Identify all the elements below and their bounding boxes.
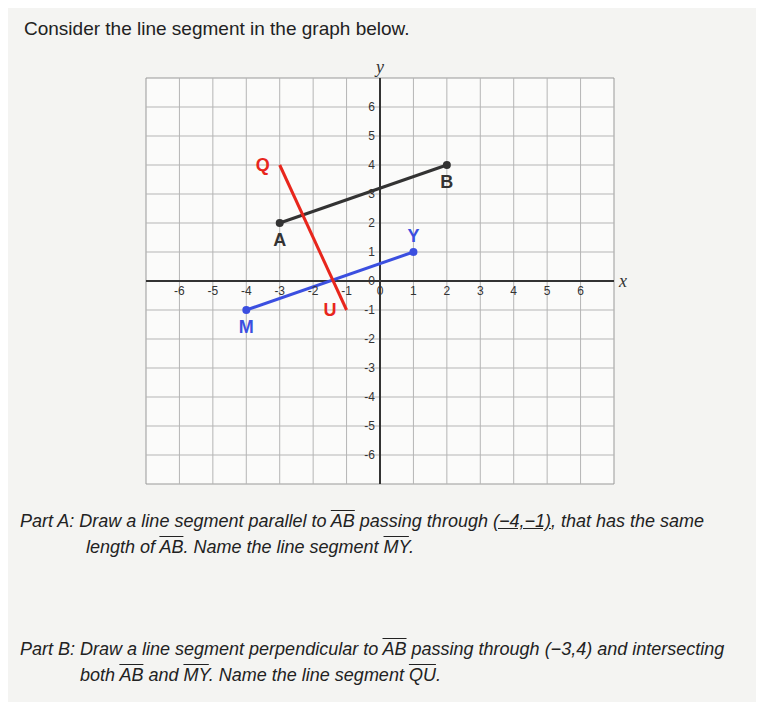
svg-text:-6: -6 [174, 284, 185, 298]
svg-text:M: M [239, 317, 254, 337]
svg-text:4: 4 [368, 158, 375, 172]
svg-text:3: 3 [368, 187, 375, 201]
svg-text:1: 1 [368, 245, 375, 259]
svg-text:6: 6 [368, 100, 375, 114]
svg-text:Q: Q [256, 155, 270, 175]
svg-text:-6: -6 [364, 448, 375, 462]
svg-text:2: 2 [444, 284, 451, 298]
svg-text:B: B [440, 172, 453, 192]
html-text:Part A: Draw a line segment pa: Part A: Draw a line segment parallel to … [20, 511, 705, 557]
svg-text:3: 3 [477, 284, 484, 298]
svg-text:U: U [324, 300, 337, 320]
svg-text:Y: Y [407, 226, 419, 246]
svg-text:-2: -2 [364, 332, 375, 346]
svg-text:-3: -3 [274, 284, 285, 298]
svg-text:5: 5 [544, 284, 551, 298]
svg-text:-3: -3 [364, 361, 375, 375]
svg-text:-1: -1 [341, 284, 352, 298]
svg-text:-5: -5 [208, 284, 219, 298]
svg-text:6: 6 [577, 284, 584, 298]
svg-text:2: 2 [368, 216, 375, 230]
svg-text:0: 0 [377, 284, 384, 298]
svg-text:-4: -4 [241, 284, 252, 298]
svg-text:0: 0 [368, 274, 375, 288]
svg-text:-2: -2 [308, 284, 319, 298]
svg-text:5: 5 [368, 129, 375, 143]
svg-text:A: A [273, 230, 286, 250]
svg-text:x: x [618, 271, 627, 291]
svg-text:1: 1 [410, 284, 417, 298]
html-text:Part B: Draw a line segment pe: Part B: Draw a line segment perpendicula… [20, 639, 725, 685]
svg-text:-4: -4 [364, 390, 375, 404]
svg-text:4: 4 [510, 284, 517, 298]
svg-text:-5: -5 [364, 419, 375, 433]
svg-text:y: y [374, 57, 384, 77]
html-text:Consider the line segment in t: Consider the line segment in the graph b… [24, 18, 410, 39]
svg-text:-1: -1 [364, 303, 375, 317]
